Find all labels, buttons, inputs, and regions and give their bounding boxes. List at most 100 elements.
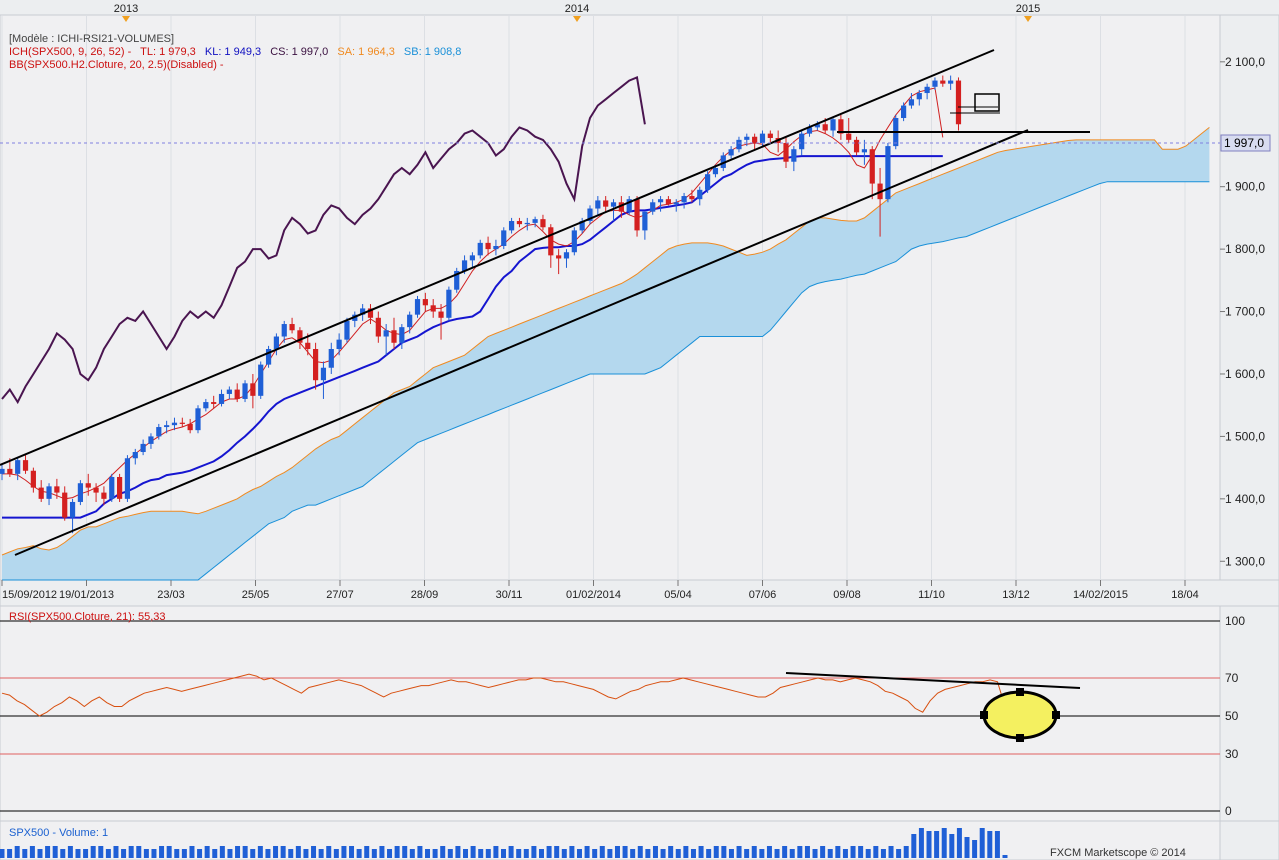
candle [0,464,5,481]
candle [916,89,922,106]
volume-bar [987,831,993,858]
candle [532,216,538,228]
candle [430,299,436,318]
candle [587,205,593,225]
candle [626,196,632,215]
candle [791,146,797,172]
candle [618,196,624,218]
volume-bar [592,849,598,858]
volume-bar [105,849,111,858]
volume-bar [235,846,241,858]
candle [391,317,397,350]
volume-bar [485,849,491,858]
volume-bar [219,846,225,858]
volume-bar [516,849,522,858]
volume-bar [356,849,362,858]
candle [501,227,507,250]
volume-bar [265,849,271,858]
candle [77,480,83,506]
volume-bar [675,849,681,858]
volume-bar [599,846,605,858]
candle [273,333,279,356]
top-box [974,93,1000,112]
candle [438,304,444,340]
candle [242,380,248,403]
candle [54,478,60,499]
candle [367,304,374,325]
candle [132,448,138,465]
volume-bar [569,846,575,858]
volume-bar [713,846,719,858]
volume-bar [896,849,902,858]
volume-bar [660,849,666,858]
candle [124,455,131,502]
volume-bar [311,846,317,858]
candle [477,239,483,259]
candle [62,486,68,521]
candle [869,146,875,200]
candle [924,83,930,100]
volume-bar [614,846,620,858]
volume-bar [911,834,917,858]
y-tick-label-2: 1 500,0 [1225,429,1265,443]
volume-bar [90,846,96,858]
candle [171,417,178,431]
volume-bar [121,849,127,858]
candle [846,118,852,143]
rsi-line [1,673,1006,717]
senkou-span-b [2,181,1210,581]
x-tick-label-5: 28/09 [411,589,439,601]
volume-bar [136,846,142,858]
candle [148,433,154,449]
candle [509,217,515,234]
cs-value: CS: 1 997,0 [270,46,328,58]
volume-bar [151,849,157,858]
volume-bar [820,846,826,858]
candle [657,196,664,212]
year-marker-1 [573,16,581,22]
volume-bar [812,849,818,858]
volume-bar [166,846,172,858]
candle [46,483,52,506]
volume-bar [630,849,636,858]
y-tick-label-6: 1 900,0 [1225,180,1265,194]
x-tick-label-4: 27/07 [326,589,354,601]
candle [556,249,562,275]
candle [407,311,413,334]
candle [634,196,640,237]
volume-bar [668,846,674,858]
chikou-path [1,75,646,405]
volume-bar [212,849,218,858]
candle [265,345,272,368]
candle [736,136,742,153]
volume-bar [508,846,514,858]
volume-bar [22,849,28,858]
volume-bar [189,846,195,858]
candle [140,439,146,456]
volume-bar [29,846,35,858]
volume-bar [584,846,590,858]
candle [320,361,327,399]
trend-channel [0,49,1090,556]
x-tick-label-7: 01/02/2014 [566,589,621,601]
year-label-2: 2015 [1016,3,1040,15]
volume-bar [14,846,20,858]
y-axis-ticks: 1 300,0 1 400,0 1 500,0 1 600,0 1 700,0 1 800… [1220,55,1265,568]
rsi-divergence-line [785,672,1081,689]
volume-bar [242,846,248,858]
credit-text: FXCM Marketscope © 2014 [1050,847,1186,859]
candle [38,480,44,502]
candle [493,239,499,256]
candle [93,483,99,502]
rsi-highlight-ellipse [980,688,1060,742]
candle [258,361,264,399]
candle [336,333,342,356]
volume-bar [326,846,332,858]
candle [861,139,867,165]
volume-bar [766,846,772,858]
candle [179,417,185,428]
candle [22,455,29,474]
candle [485,236,491,256]
candle [101,486,107,506]
volume-bar [728,849,734,858]
